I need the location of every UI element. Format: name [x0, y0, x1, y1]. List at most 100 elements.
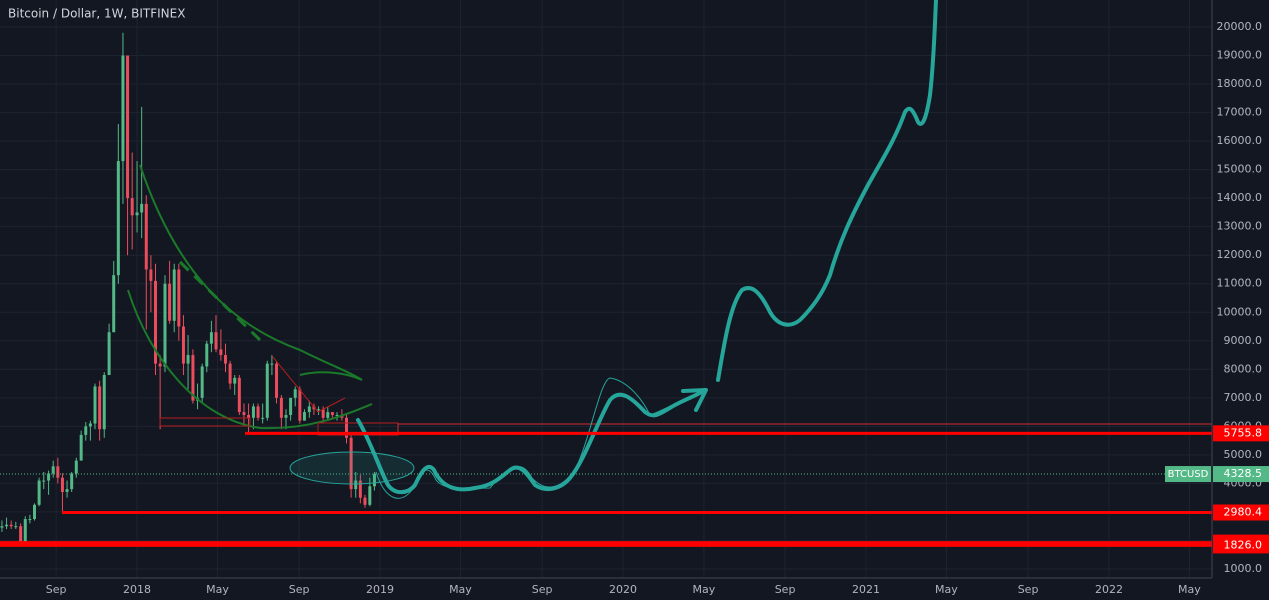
candle-body	[186, 355, 190, 364]
candle-body	[98, 386, 102, 430]
candle-body	[135, 212, 139, 216]
candle-body	[219, 349, 223, 356]
axes: 1000.02000.03000.04000.05000.06000.07000…	[46, 20, 1269, 596]
x-tick-label: 2019	[366, 583, 394, 596]
y-tick-label: 5000.0	[1224, 448, 1263, 461]
symbol-label: BTCUSD	[1168, 469, 1209, 480]
candle-body	[74, 460, 78, 474]
candle-body	[177, 269, 181, 327]
candle-body	[209, 332, 213, 344]
candle-body	[344, 417, 348, 438]
candle-body	[205, 343, 209, 367]
candle-body	[302, 412, 306, 421]
candle-body	[275, 363, 279, 398]
candle-body	[56, 466, 60, 478]
level-label: 1826.0	[1224, 538, 1263, 551]
candle-body	[298, 389, 302, 421]
candle-body	[88, 423, 92, 427]
forecast-arrow	[681, 388, 708, 412]
x-tick-label: May	[935, 583, 958, 596]
candle-body	[172, 269, 176, 321]
candle-body	[237, 377, 241, 413]
candle-body	[33, 504, 37, 520]
candle-body	[107, 332, 111, 376]
y-tick-label: 1000.0	[1224, 562, 1263, 575]
candle-body	[121, 55, 125, 162]
level-label: 5755.8	[1224, 426, 1263, 439]
drawings	[127, 0, 1213, 499]
candle-body	[293, 389, 297, 398]
candle-body	[149, 269, 153, 281]
candle-body	[261, 417, 265, 419]
time-axis	[0, 578, 1212, 600]
price-axis	[1212, 0, 1269, 600]
candle-body	[23, 519, 27, 542]
candle-body	[214, 332, 218, 350]
candle-body	[289, 397, 293, 415]
x-tick-label: 2022	[1095, 583, 1123, 596]
candle-body	[335, 414, 339, 416]
y-tick-label: 16000.0	[1217, 134, 1263, 147]
candle-body	[200, 366, 204, 398]
candle-body	[65, 489, 69, 492]
candle-body	[363, 497, 367, 505]
last-price-box	[1213, 466, 1269, 483]
x-tick-label: Sep	[46, 583, 67, 596]
triangle	[271, 355, 346, 413]
candle-body	[265, 363, 269, 418]
candle-body	[247, 414, 251, 418]
forecast-path	[716, 0, 938, 382]
candle-body	[79, 434, 83, 461]
candle-body	[112, 275, 116, 333]
candle-body	[47, 473, 51, 481]
y-tick-label: 13000.0	[1217, 220, 1263, 233]
candle-body	[140, 203, 144, 213]
last-price-label: 4328.5	[1224, 467, 1263, 480]
y-tick-label: 14000.0	[1217, 191, 1263, 204]
level-label-box	[1213, 425, 1269, 442]
symbol-label-box	[1165, 466, 1211, 483]
x-tick-label: May	[1178, 583, 1201, 596]
y-tick-label: 7000.0	[1224, 391, 1263, 404]
x-tick-label: Sep	[532, 583, 553, 596]
candle-body	[19, 526, 23, 542]
candle-body	[84, 426, 88, 435]
candle-body	[37, 480, 41, 505]
y-tick-label: 10000.0	[1217, 305, 1263, 318]
candle-body	[163, 283, 167, 367]
candles	[0, 32, 376, 546]
candle-body	[116, 161, 120, 276]
candle-body	[317, 409, 321, 411]
candle-body	[223, 355, 227, 364]
forecast-path	[356, 388, 707, 495]
candle-body	[349, 437, 353, 490]
y-tick-label: 15000.0	[1217, 163, 1263, 176]
y-tick-label: 17000.0	[1217, 106, 1263, 119]
y-tick-label: 12000.0	[1217, 248, 1263, 261]
candle-body	[191, 355, 195, 401]
candle-body	[158, 363, 162, 367]
x-tick-label: 2021	[852, 583, 880, 596]
x-tick-label: Sep	[289, 583, 310, 596]
ellipse	[289, 451, 415, 485]
y-tick-label: 11000.0	[1217, 277, 1263, 290]
candle-body	[372, 474, 376, 487]
candle-body	[330, 412, 334, 415]
trend-curve	[299, 371, 363, 381]
level-label-box	[1213, 504, 1269, 521]
candle-body	[256, 406, 260, 418]
y-tick-label: 18000.0	[1217, 77, 1263, 90]
candle-body	[181, 326, 185, 364]
candle-body	[321, 409, 325, 418]
candle-body	[5, 524, 9, 527]
x-tick-label: Sep	[1018, 583, 1039, 596]
x-tick-label: 2020	[609, 583, 637, 596]
candle-body	[168, 283, 172, 321]
candle-body	[354, 480, 358, 490]
x-tick-label: May	[693, 583, 716, 596]
candle-body	[154, 280, 158, 364]
candle-body	[126, 55, 130, 199]
candle-body	[93, 386, 97, 424]
